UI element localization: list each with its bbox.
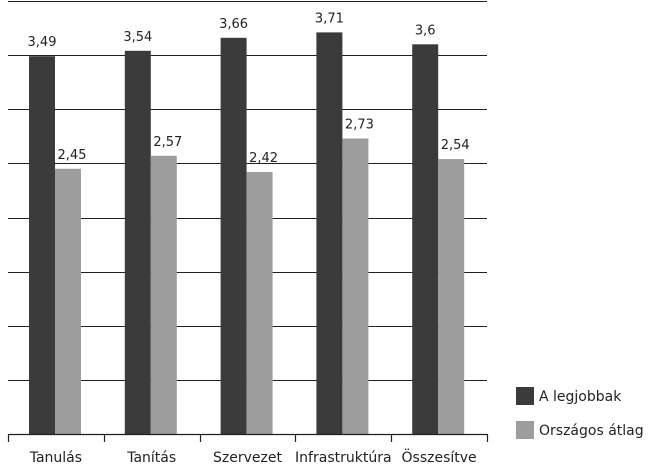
data-label: 3,49 xyxy=(28,35,57,50)
bar-a-legjobbak xyxy=(412,44,439,435)
bar-orszagos-atlag xyxy=(438,159,465,435)
bar-orszagos-atlag xyxy=(150,155,177,435)
data-label: 2,57 xyxy=(153,135,182,150)
legend-label-orszagos-atlag: Országos átlag xyxy=(539,423,644,439)
legend-label-a-legjobbak: A legjobbak xyxy=(539,389,622,405)
x-tick-label: Szervezet xyxy=(213,450,282,466)
bar-a-legjobbak xyxy=(316,32,343,435)
legend-swatch-a-legjobbak xyxy=(516,387,534,405)
x-tick-label: Infrastruktúra xyxy=(295,450,391,466)
data-label: 3,6 xyxy=(415,23,436,38)
legend-swatch-orszagos-atlag xyxy=(516,421,534,439)
x-tick-labels: Tanulás Tanítás Szervezet Infrastruktúra Öss… xyxy=(29,448,477,466)
x-tick-label: Összesítve xyxy=(402,448,477,466)
bar-a-legjobbak xyxy=(124,50,151,435)
data-label: 2,45 xyxy=(58,148,87,163)
x-axis xyxy=(7,433,489,442)
data-label: 2,54 xyxy=(441,138,470,153)
x-tick-label: Tanítás xyxy=(126,450,176,466)
bars xyxy=(29,32,465,435)
data-label: 2,42 xyxy=(249,151,278,166)
bar-orszagos-atlag xyxy=(55,168,81,434)
data-label: 3,66 xyxy=(219,17,248,32)
data-label: 3,54 xyxy=(123,30,152,45)
bar-orszagos-atlag xyxy=(246,172,273,434)
bar-orszagos-atlag xyxy=(342,138,369,435)
data-label: 2,73 xyxy=(345,117,374,132)
bar-a-legjobbak xyxy=(220,37,247,435)
x-tick-label: Tanulás xyxy=(29,450,82,466)
data-label: 3,71 xyxy=(315,11,344,26)
bar-a-legjobbak xyxy=(29,56,55,435)
legend: A legjobbak Országos átlag xyxy=(516,387,644,439)
data-labels: 3,49 3,54 3,66 3,71 3,6 2,45 2,57 2,42 2,73 2,54 xyxy=(28,11,470,166)
